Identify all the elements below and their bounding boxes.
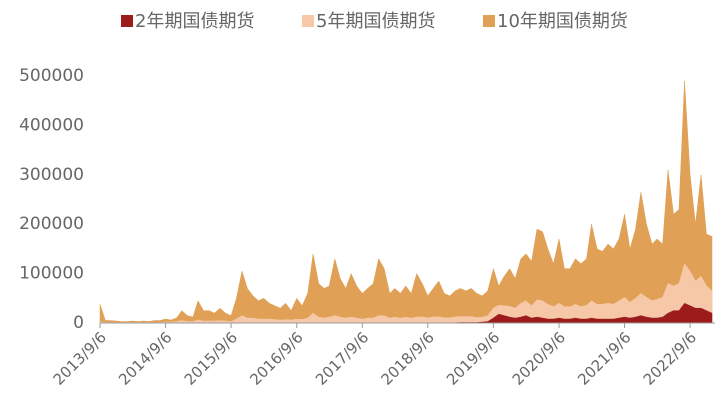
x-tick-label: 2013/9/6 [50,328,110,388]
area [99,80,713,324]
y-tick-label: 100000 [19,264,84,284]
y-tick-label: 0 [73,313,84,333]
y-tick-label: 400000 [19,115,84,135]
x-tick-label: 2014/9/6 [115,328,175,388]
x-tick-label: 2016/9/6 [246,328,306,388]
x-tick-label: 2022/9/6 [640,328,700,388]
y-tick-label: 300000 [19,165,84,185]
legend-swatch [483,15,495,27]
legend-swatch [121,15,133,27]
y-tick-label: 500000 [19,66,84,86]
legend-label: 10年期国债期货 [497,11,628,32]
x-tick-label: 2015/9/6 [181,328,241,388]
legend-label: 2年期国债期货 [135,11,254,32]
x-tick-label: 2017/9/6 [312,328,372,388]
x-tick-label: 2021/9/6 [574,328,634,388]
y-tick-label: 200000 [19,214,84,234]
x-tick-label: 2020/9/6 [509,328,569,388]
legend-label: 5年期国债期货 [316,11,435,32]
area [99,263,713,324]
x-tick-label: 2019/9/6 [443,328,503,388]
x-tick-label: 2018/9/6 [377,328,437,388]
legend-swatch [302,15,314,27]
